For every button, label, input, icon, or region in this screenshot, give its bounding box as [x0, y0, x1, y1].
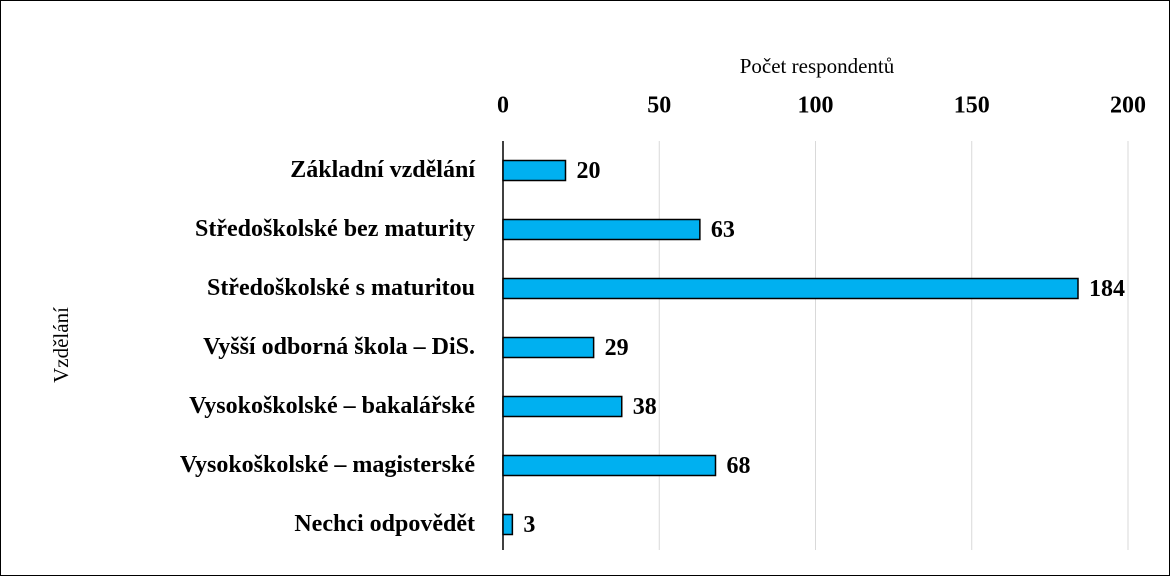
value-label: 3 — [523, 512, 535, 538]
y-tick-label: Základní vzdělání — [290, 157, 475, 183]
value-label: 68 — [727, 453, 751, 479]
y-axis-title: Vzdělání — [49, 307, 73, 383]
y-tick-label: Vyšší odborná škola – DiS. — [203, 334, 475, 360]
y-tick-label: Vysokoškolské – bakalářské — [189, 393, 475, 419]
x-axis-title: Počet respondentů — [740, 54, 895, 78]
bar — [502, 513, 514, 536]
y-tick-label: Středoškolské s maturitou — [207, 275, 475, 301]
value-label: 38 — [633, 394, 657, 420]
x-tick-label: 100 — [798, 93, 834, 119]
value-label: 20 — [577, 158, 601, 184]
bar — [502, 218, 701, 241]
x-tick-label: 0 — [497, 93, 509, 119]
x-tick-label: 150 — [954, 93, 990, 119]
y-tick-label: Nechci odpovědět — [294, 511, 475, 537]
x-tick-label: 200 — [1110, 93, 1146, 119]
x-tick-label: 50 — [647, 93, 671, 119]
value-label: 29 — [605, 335, 629, 361]
y-tick-label: Vysokoškolské – magisterské — [180, 452, 475, 478]
bar — [502, 277, 1079, 300]
bar — [502, 454, 717, 477]
bar — [502, 336, 595, 359]
y-tick-label: Středoškolské bez maturity — [195, 216, 475, 242]
bar — [502, 159, 567, 182]
value-label: 63 — [711, 217, 735, 243]
bar — [502, 395, 623, 418]
value-label: 184 — [1089, 276, 1125, 302]
